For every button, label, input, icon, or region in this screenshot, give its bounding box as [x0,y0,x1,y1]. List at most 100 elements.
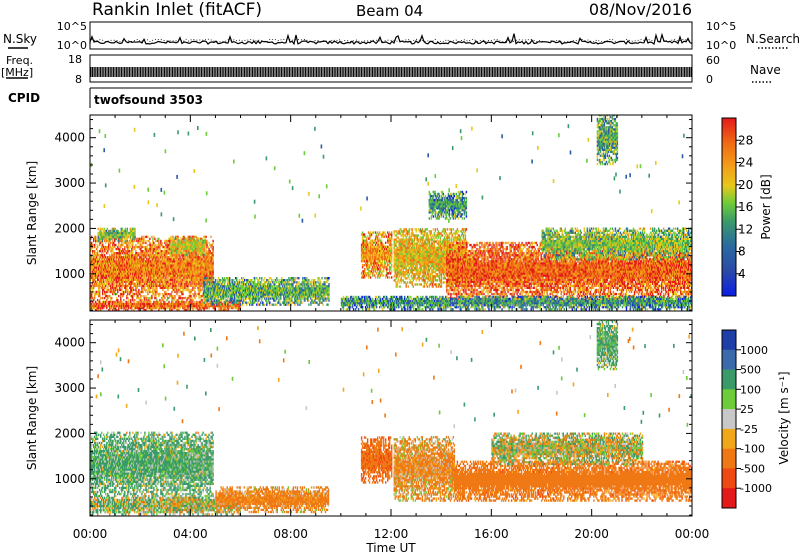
heatmap-cell [97,276,99,279]
heatmap-cell [189,260,191,263]
heatmap-cell [146,278,148,281]
heatmap-cell [91,294,93,298]
heatmap-cell [115,247,117,251]
heatmap-cell [123,233,125,237]
heatmap-cell [186,243,188,246]
heatmap-cell [125,256,127,259]
heatmap-cell [93,260,95,263]
heatmap-cell [172,272,174,275]
heatmap-cell [211,243,213,247]
heatmap-cell [154,250,156,253]
heatmap-cell [145,278,147,281]
heatmap-cell [239,283,241,286]
heatmap-cell [115,264,117,267]
heatmap-cell [168,262,170,265]
heatmap-cell [199,272,201,275]
heatmap-cell [148,250,150,253]
heatmap-cell [110,264,112,267]
heatmap-cell [140,237,142,241]
heatmap-cell [106,227,108,231]
heatmap-cell [174,276,176,279]
heatmap-cell [127,276,129,279]
heatmap-cell [200,276,202,279]
heatmap-cell [95,280,97,283]
heatmap-cell [151,290,153,294]
heatmap-cell [109,260,111,263]
heatmap-cell [180,280,182,283]
heatmap-cell [176,251,178,254]
heatmap-cell [115,258,117,261]
heatmap-cell [156,239,158,243]
heatmap-cell [97,268,99,271]
heatmap-cell [264,277,266,280]
freq-label: Freq. [6,54,33,67]
heatmap-cell [248,279,250,282]
heatmap-cell [259,297,261,300]
heatmap-cell [134,299,136,302]
sky-left-tick-bottom: 10^0 [57,39,87,52]
heatmap-cell [139,262,141,265]
heatmap-cell [201,274,203,277]
heatmap-cell [166,260,168,263]
heatmap-cell [164,262,166,265]
heatmap-cell [112,270,114,273]
heatmap-cell [207,266,209,269]
heatmap-cell [172,258,174,261]
heatmap-cell [105,274,107,277]
heatmap-cell [142,272,144,275]
heatmap-cell [113,272,115,275]
heatmap-cell [276,281,278,284]
heatmap-cell [164,284,166,288]
heatmap-cell [106,247,108,251]
heatmap-cell [97,245,99,249]
heatmap-cell [154,260,156,263]
heatmap-cell [211,301,214,304]
heatmap-cell [158,258,160,261]
heatmap-cell [202,256,204,259]
heatmap-cell [194,260,196,263]
heatmap-cell [115,300,117,304]
heatmap-cell [143,256,145,259]
heatmap-cell [111,250,113,253]
heatmap-cell [111,296,113,300]
heatmap-cell [113,256,115,259]
heatmap-cell [181,239,183,242]
heatmap-cell [258,295,260,298]
heatmap-cell [145,260,147,263]
heatmap-cell [98,240,100,243]
heatmap-cell [116,278,118,281]
heatmap-cell [157,243,159,247]
heatmap-cell [148,254,150,257]
heatmap-cell [190,284,192,288]
heatmap-cell [129,238,131,241]
heatmap-cell [115,262,117,265]
heatmap-cell [188,280,190,283]
heatmap-cell [131,256,133,259]
heatmap-cell [182,278,184,281]
heatmap-cell [211,266,213,269]
heatmap-cell [157,272,159,275]
heatmap-cell [109,233,111,237]
heatmap-cell [135,252,137,255]
heatmap-cell [113,231,115,235]
heatmap-cell [101,296,103,300]
heatmap-cell [166,282,168,285]
heatmap-cell [172,282,174,285]
heatmap-cell [149,264,151,267]
heatmap-cell [159,262,161,265]
heatmap-cell [173,284,175,288]
heatmap-cell [164,254,166,257]
heatmap-cell [191,235,193,239]
heatmap-cell [140,276,142,279]
heatmap-cell [107,274,109,277]
heatmap-cell [145,280,147,283]
heatmap-cell [169,268,171,271]
heatmap-cell [157,264,159,267]
heatmap-cell [212,270,214,273]
heatmap-cell [177,270,179,273]
heatmap-cell [161,258,163,261]
heatmap-cell [187,256,189,259]
heatmap-cell [103,252,105,255]
heatmap-cell [104,250,106,253]
heatmap-cell [186,266,188,269]
